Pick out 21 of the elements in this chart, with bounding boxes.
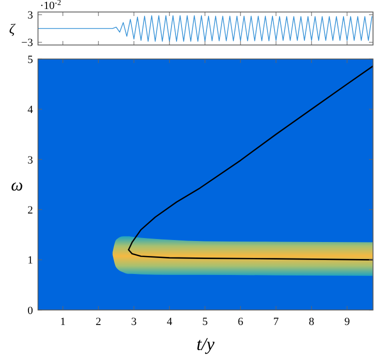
x-tick-label: 1 [60, 316, 66, 328]
y-tick-label: 1 [28, 254, 33, 267]
y-tick-label: 3 [28, 10, 34, 22]
x-tick-label: 4 [166, 316, 173, 328]
y-tick-label: 2 [28, 204, 33, 216]
y-tick-label: 4 [28, 104, 34, 116]
y-tick-label: 5 [28, 54, 34, 66]
x-tick-label: 8 [308, 316, 315, 328]
x-tick-label: 2 [96, 316, 102, 328]
y-tick-label: 0 [28, 304, 34, 317]
x-axis-title: t/y [196, 334, 214, 354]
y-tick-label: 3 [28, 154, 34, 166]
x-tick-label: 3 [131, 316, 138, 328]
x-tick-label: 5 [202, 316, 208, 328]
x-tick-label: 7 [273, 316, 280, 328]
y-axis-title: ζ [9, 22, 16, 38]
line-series [38, 15, 372, 42]
y-tick-label: −3 [21, 37, 34, 50]
x-tick-label: 6 [238, 316, 244, 328]
x-tick-label: 9 [344, 316, 350, 328]
y-axis-title: ω [10, 175, 24, 194]
